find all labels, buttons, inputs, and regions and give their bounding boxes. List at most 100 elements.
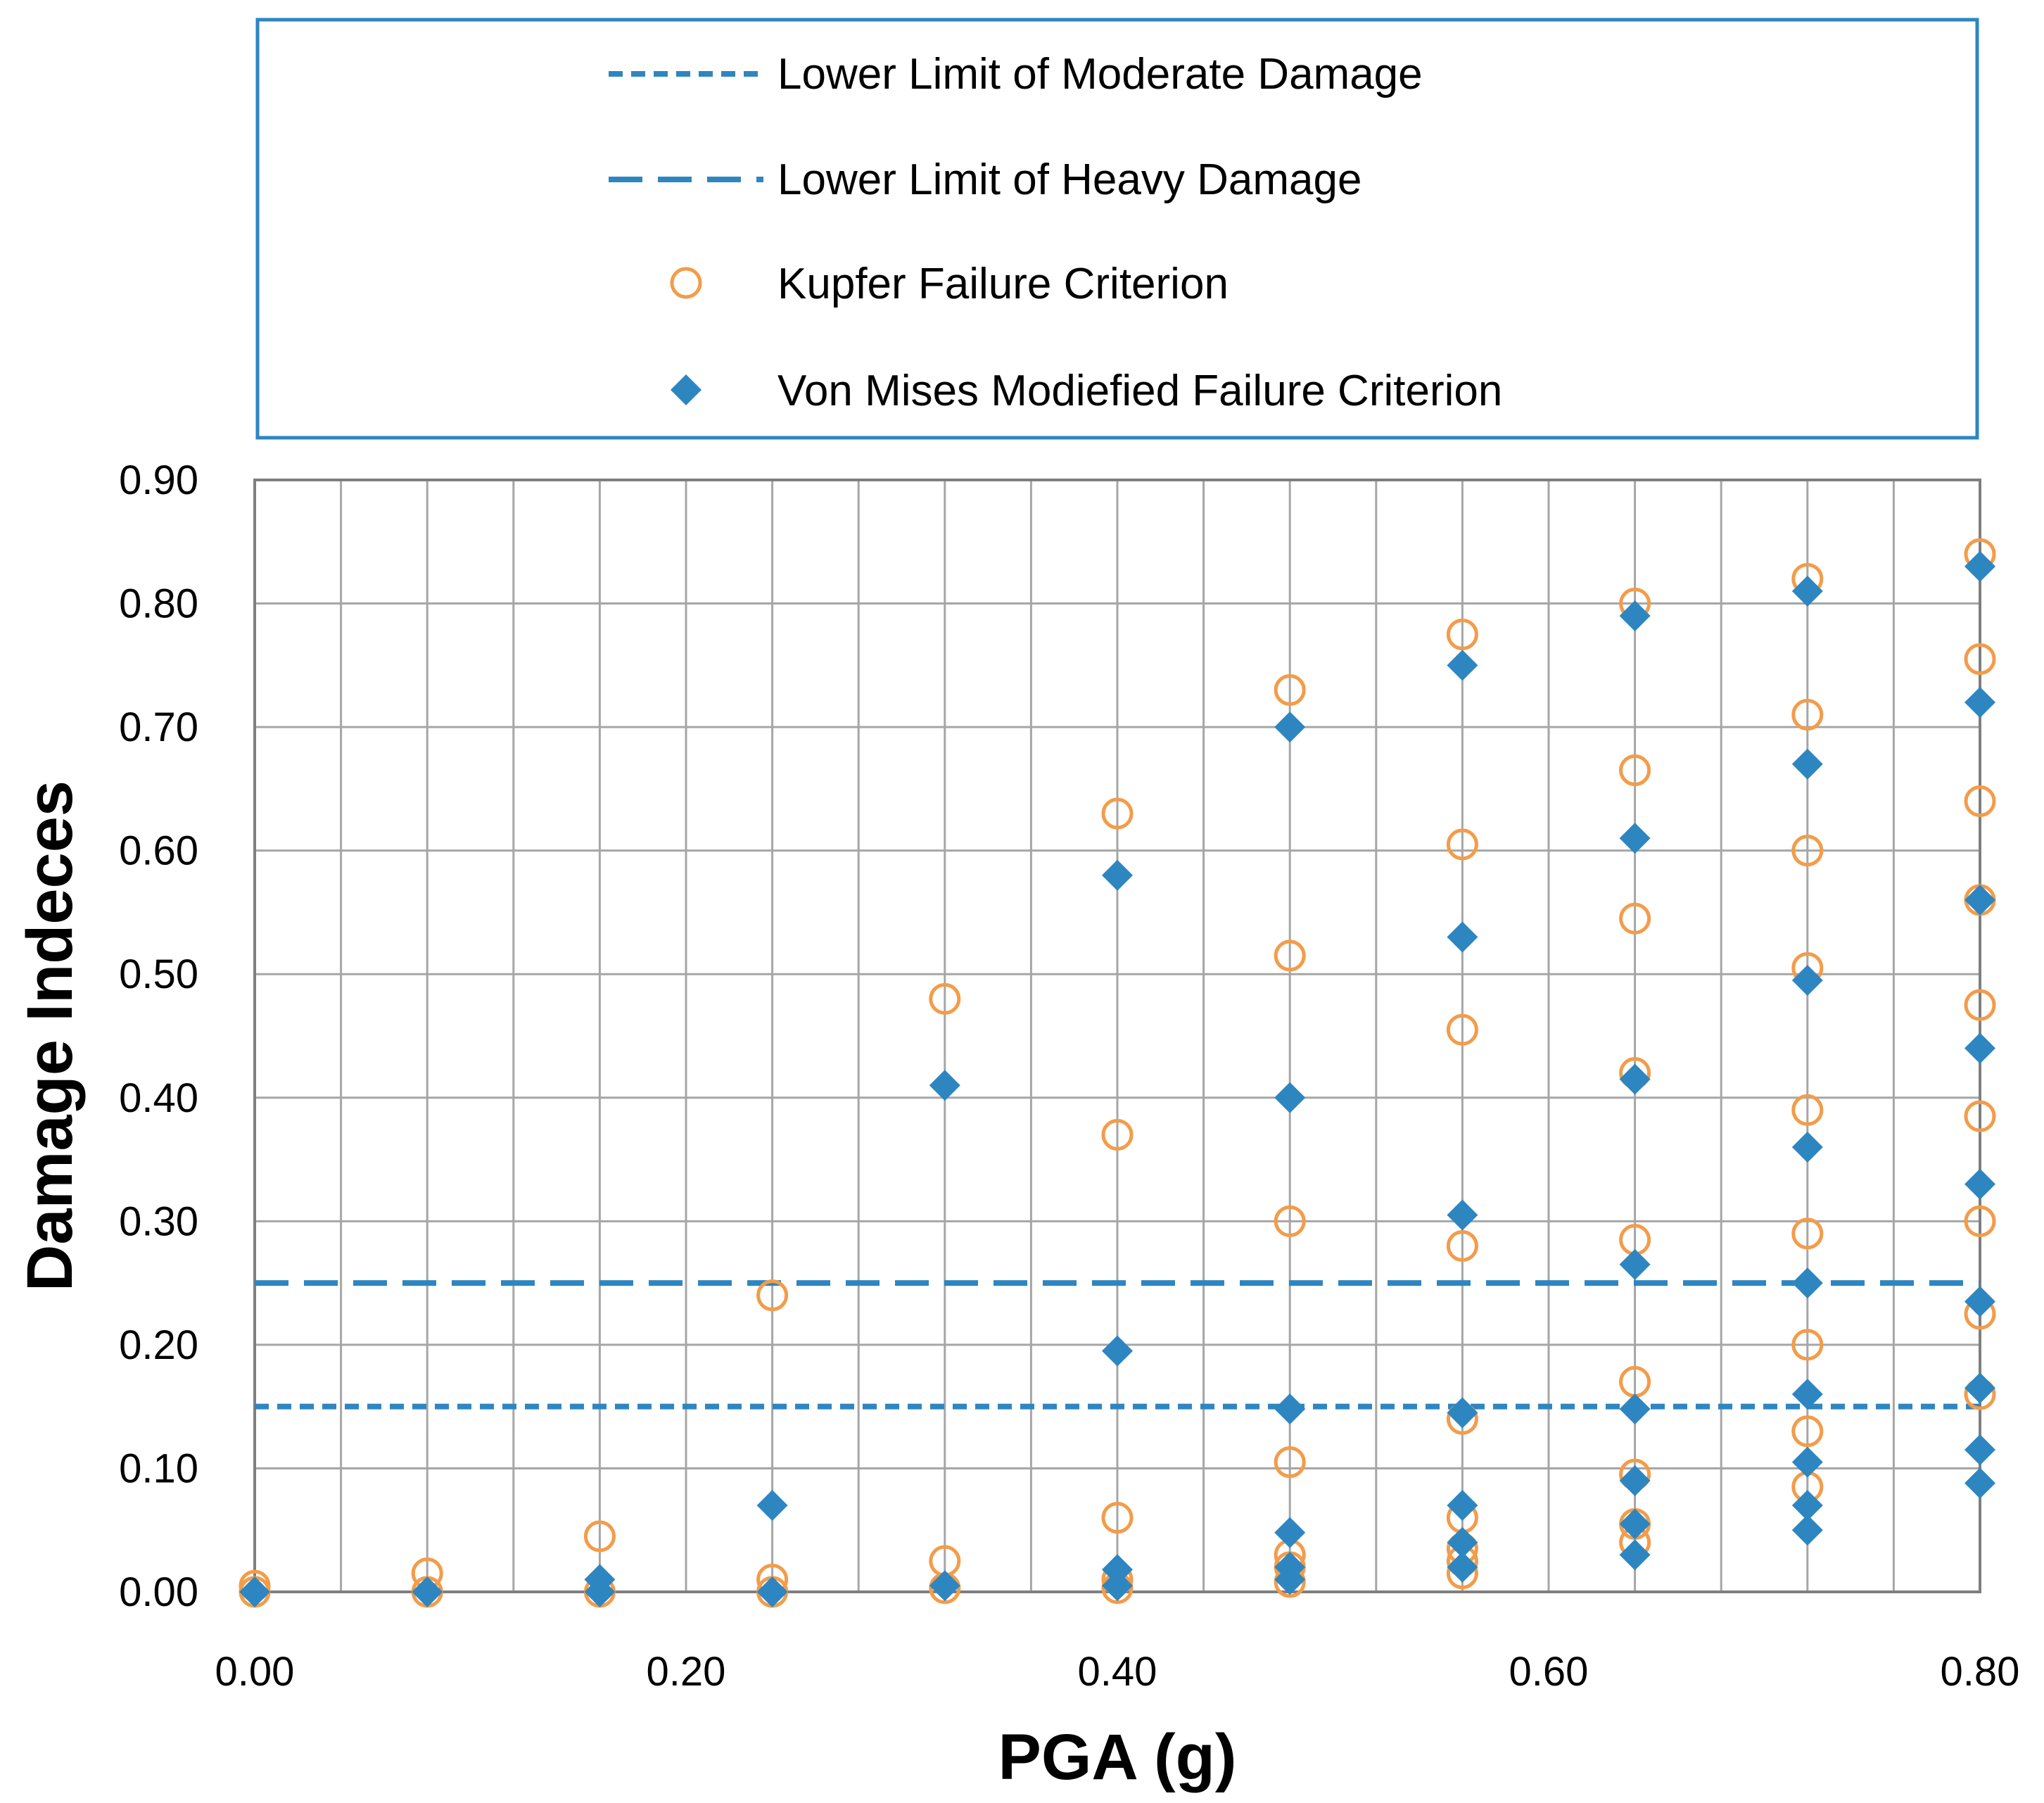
von-mises-point — [1964, 1286, 1995, 1317]
kupfer-point — [1791, 1094, 1824, 1126]
von-mises-point — [1964, 1434, 1995, 1466]
kupfer-point — [1446, 1229, 1478, 1262]
kupfer-point — [1101, 797, 1134, 830]
series-von-mises-modified-failure-criterion — [239, 550, 1995, 1607]
von-mises-point — [1447, 921, 1478, 953]
gridlines — [255, 480, 1980, 1592]
y-axis-tick-labels: 0.00 0.10 0.20 0.30 0.40 0.50 0.60 0.70 0.80 0.90 — [119, 457, 198, 1615]
von-mises-point — [1274, 711, 1306, 743]
legend-label-von-mises: Von Mises Modiefied Failure Criterion — [777, 367, 1502, 415]
kupfer-point — [1964, 1100, 1996, 1132]
kupfer-point — [1274, 1205, 1306, 1237]
kupfer-point — [1446, 1013, 1478, 1046]
von-mises-point — [1274, 1517, 1306, 1548]
legend-marker-kupfer — [670, 267, 702, 299]
y-tick-label: 0.70 — [119, 704, 198, 750]
von-mises-point — [1791, 1446, 1823, 1478]
von-mises-point — [1102, 859, 1133, 891]
von-mises-point — [1791, 1379, 1823, 1410]
x-axis-title: PGA (g) — [998, 1721, 1237, 1793]
von-mises-point — [1447, 1526, 1478, 1558]
kupfer-point — [1101, 1502, 1134, 1534]
von-mises-point — [1791, 748, 1823, 780]
kupfer-point — [1619, 754, 1651, 787]
von-mises-point — [1619, 1248, 1651, 1280]
von-mises-point — [1791, 1490, 1823, 1522]
kupfer-point — [1101, 1118, 1134, 1151]
kupfer-point — [1274, 940, 1306, 972]
von-mises-point — [1102, 1335, 1133, 1367]
von-mises-point — [1964, 1467, 1995, 1499]
von-mises-point — [1619, 1393, 1651, 1425]
von-mises-point — [1447, 1199, 1478, 1231]
von-mises-point — [756, 1576, 788, 1607]
von-mises-point — [1102, 1554, 1133, 1586]
x-tick-label: 0.00 — [215, 1649, 295, 1695]
von-mises-point — [1619, 1465, 1651, 1496]
y-tick-label: 0.50 — [119, 951, 198, 997]
kupfer-point — [1446, 618, 1478, 650]
kupfer-point — [756, 1279, 789, 1312]
y-tick-label: 0.30 — [119, 1198, 198, 1244]
y-tick-label: 0.90 — [119, 457, 198, 503]
von-mises-point — [1619, 1063, 1651, 1095]
y-tick-label: 0.20 — [119, 1322, 198, 1368]
von-mises-point — [1619, 1508, 1651, 1540]
kupfer-point — [1791, 1415, 1824, 1448]
kupfer-point — [1791, 1217, 1824, 1250]
legend-label-heavy-damage: Lower Limit of Heavy Damage — [777, 156, 1361, 204]
von-mises-point — [1102, 1570, 1133, 1602]
von-mises-point — [1447, 1490, 1478, 1522]
kupfer-point — [1791, 1329, 1824, 1361]
legend-label-kupfer: Kupfer Failure Criterion — [777, 260, 1229, 308]
von-mises-point — [1964, 1168, 1995, 1200]
von-mises-point — [1964, 550, 1995, 582]
von-mises-point — [1274, 1082, 1306, 1113]
von-mises-point — [1791, 1132, 1823, 1163]
von-mises-point — [1274, 1564, 1306, 1595]
von-mises-point — [1619, 823, 1651, 854]
kupfer-point — [1446, 828, 1478, 861]
von-mises-point — [239, 1576, 270, 1607]
x-tick-label: 0.60 — [1509, 1649, 1589, 1695]
von-mises-point — [1791, 1514, 1823, 1546]
von-mises-point — [1964, 1032, 1995, 1064]
von-mises-point — [1447, 1551, 1478, 1583]
von-mises-point — [1447, 650, 1478, 681]
x-tick-label: 0.40 — [1078, 1649, 1157, 1695]
legend: Lower Limit of Moderate Damage Lower Lim… — [255, 18, 1979, 440]
y-tick-label: 0.80 — [119, 581, 198, 627]
kupfer-point — [929, 982, 961, 1015]
kupfer-point — [1274, 673, 1306, 706]
y-tick-label: 0.40 — [119, 1075, 198, 1121]
kupfer-point — [583, 1520, 616, 1552]
von-mises-point — [1447, 1397, 1478, 1429]
x-tick-label: 0.20 — [647, 1649, 726, 1695]
von-mises-point — [1964, 687, 1995, 718]
threshold-lines — [255, 1280, 1980, 1410]
y-tick-label: 0.00 — [119, 1569, 198, 1615]
kupfer-point — [1619, 902, 1651, 935]
von-mises-point — [1964, 884, 1995, 916]
legend-marker-von-mises — [671, 374, 702, 405]
legend-frame — [255, 18, 1979, 440]
kupfer-point — [1964, 1205, 1996, 1237]
y-axis-title: Damage Indeces — [14, 780, 86, 1291]
von-mises-point — [1619, 600, 1651, 632]
von-mises-point — [1791, 576, 1823, 607]
von-mises-point — [1274, 1393, 1306, 1425]
kupfer-point — [1964, 785, 1996, 817]
legend-label-moderate-damage: Lower Limit of Moderate Damage — [777, 50, 1423, 99]
von-mises-point — [1791, 1267, 1823, 1299]
plot-area — [239, 479, 1996, 1608]
kupfer-point — [1964, 989, 1996, 1021]
von-mises-point — [1619, 1539, 1651, 1571]
kupfer-point — [1274, 1446, 1306, 1479]
von-mises-point — [929, 1570, 960, 1602]
von-mises-point — [1964, 1372, 1995, 1404]
von-mises-point — [756, 1490, 788, 1522]
von-mises-point — [412, 1576, 443, 1607]
y-tick-label: 0.10 — [119, 1445, 198, 1491]
von-mises-point — [1791, 965, 1823, 996]
